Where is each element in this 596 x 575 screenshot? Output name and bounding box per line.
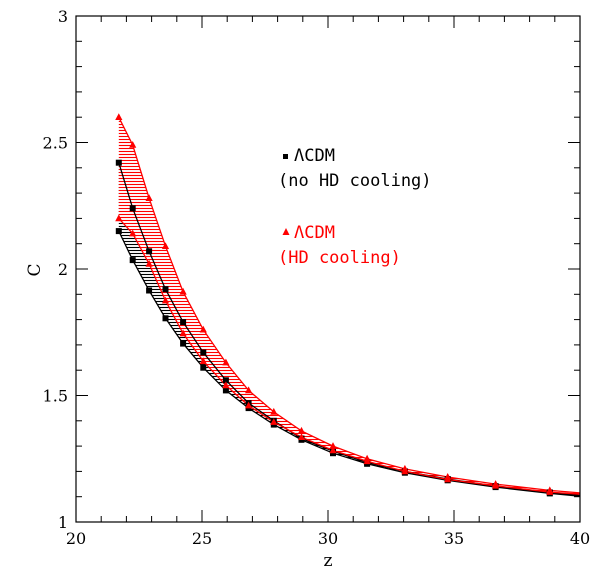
series-1-lower-point <box>129 257 136 264</box>
y-tick-label: 3 <box>58 7 68 26</box>
series-1-upper-point <box>146 248 153 255</box>
y-tick-label: 2 <box>58 260 68 279</box>
series-1-lower-point <box>162 315 169 322</box>
series-2-lower-point <box>297 433 306 440</box>
x-tick-label: 20 <box>66 529 86 548</box>
series-1-lower-point <box>180 340 187 347</box>
legend-label-line: (HD cooling) <box>278 248 401 268</box>
series-2-lower-point <box>245 401 253 409</box>
series-2-lower-point <box>401 467 409 475</box>
series-2-upper-point <box>145 194 153 201</box>
series-2-upper-point <box>115 113 123 120</box>
series-2-upper-point <box>179 287 187 295</box>
y-tick-label: 1.5 <box>43 387 68 406</box>
series-2-lower-point <box>129 229 137 237</box>
y-tick-label: 1 <box>58 513 68 532</box>
series-2-lower-point <box>444 475 452 483</box>
series-2-upper-point <box>329 442 337 449</box>
series-2-lower-point <box>199 357 207 365</box>
legend-marker-triangle <box>282 228 290 235</box>
series-2-upper-point <box>297 426 306 434</box>
series-2-lower-point <box>363 457 371 465</box>
series-2-lower-point <box>179 329 187 337</box>
series-1-lower-point <box>115 228 122 235</box>
series-1-upper-point <box>115 159 122 166</box>
series-1-upper-point <box>222 377 229 384</box>
legend-label-line: ΛCDM <box>294 146 335 166</box>
x-tick-label: 40 <box>570 529 590 548</box>
x-tick-label: 25 <box>192 529 212 548</box>
series-2-lower-point <box>161 296 170 304</box>
series-2-lower-point <box>222 381 230 389</box>
y-tick-label: 2.5 <box>43 134 68 153</box>
legend: ΛCDM (no HD cooling) ΛCDM (HD cooling) <box>278 146 432 268</box>
legend-label-line: (no HD cooling) <box>278 171 432 191</box>
series-2-lower-point <box>492 481 500 489</box>
x-tick-label: 30 <box>318 529 338 548</box>
legend-marker-square <box>283 154 288 159</box>
series-1-lower-point <box>146 287 153 294</box>
series-1-upper-point <box>129 205 136 212</box>
series-1-lower-point <box>200 364 207 371</box>
series-1-upper-line <box>118 162 581 497</box>
y-axis-label: C <box>25 263 45 276</box>
series-2-lower-point <box>115 214 123 222</box>
series-1-upper-point <box>162 286 169 293</box>
series-1-lower-point <box>222 387 229 394</box>
series-2-lower-point <box>546 488 554 495</box>
series-2-lower-point <box>145 259 153 267</box>
series-2-lower-point <box>329 446 337 454</box>
series-2-upper-point <box>129 141 137 148</box>
series-2-upper-point <box>199 325 207 333</box>
series-2-upper-point <box>222 358 230 366</box>
legend-label-line: ΛCDM <box>294 223 335 243</box>
series-2-upper-point <box>161 242 170 249</box>
series-2-upper-point <box>245 386 253 394</box>
series-1-upper-point <box>200 349 207 356</box>
series-2-lower-point <box>270 418 278 425</box>
series-2-upper-point <box>270 407 278 415</box>
x-axis-label: z <box>324 551 333 571</box>
series-1-upper-point <box>180 319 187 326</box>
x-tick-label: 35 <box>444 529 464 548</box>
